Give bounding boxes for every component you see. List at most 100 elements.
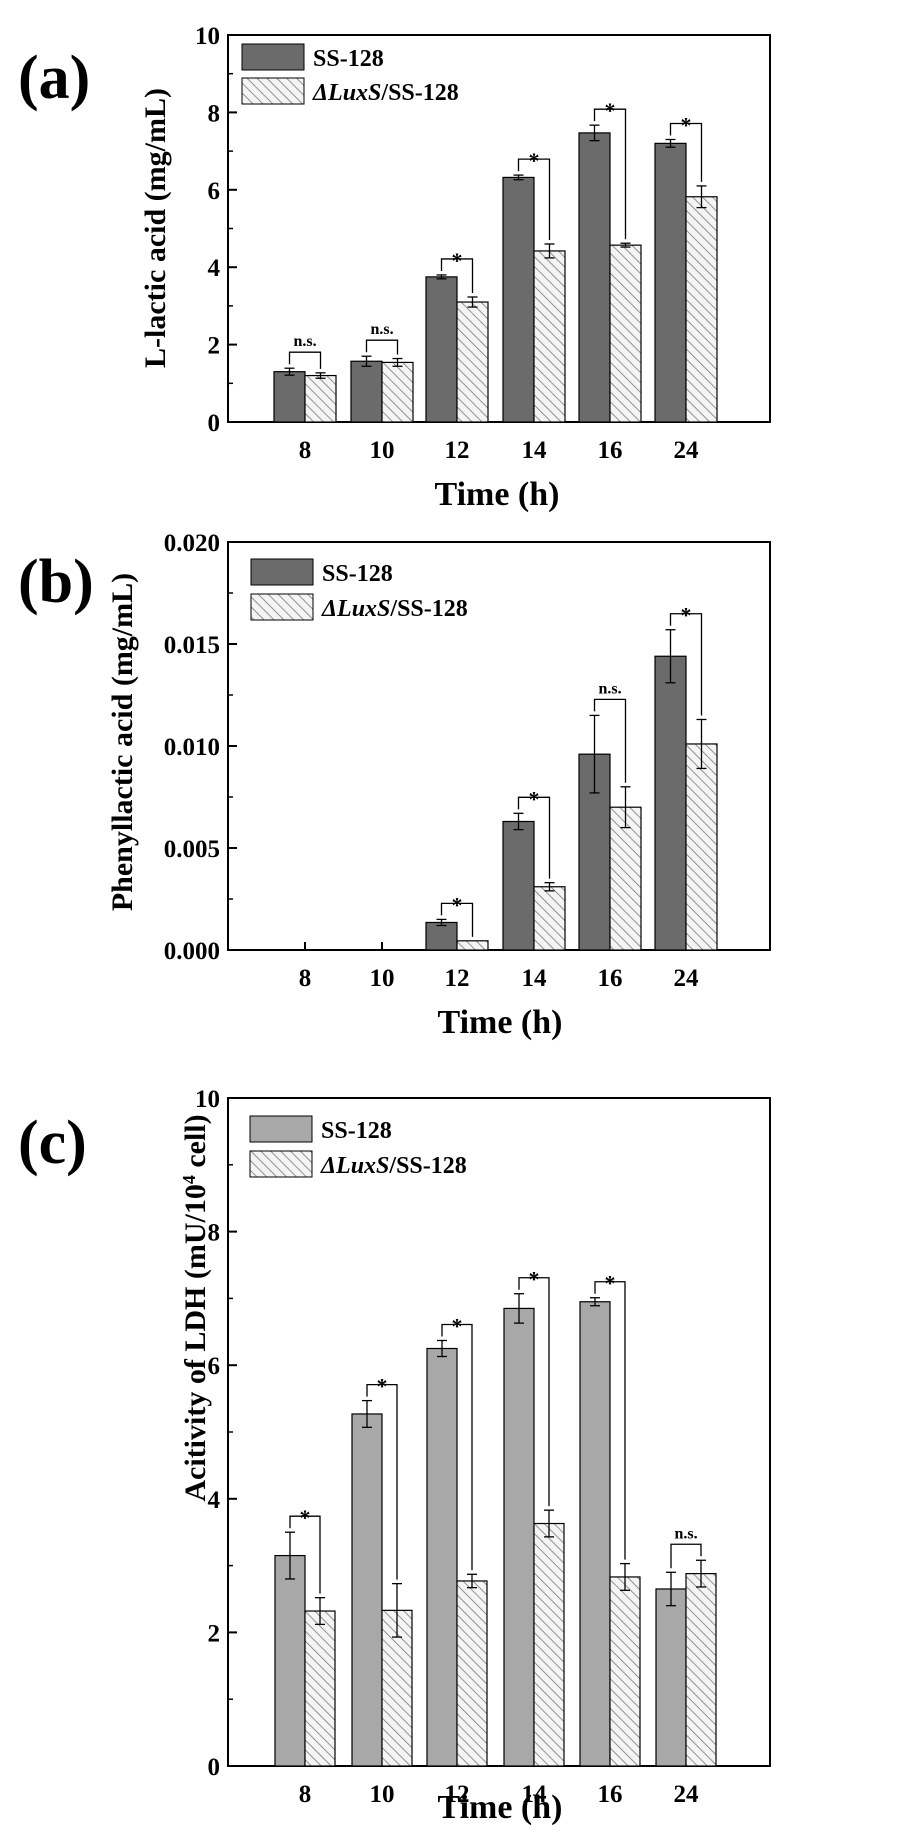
x-tick-label-a: 16 [598, 437, 623, 464]
significance-label-c: * [377, 1374, 388, 1399]
x-axis-label-c: Time (h) [438, 1789, 563, 1826]
y-tick-label-a: 10 [195, 23, 220, 50]
significance-bracket-c [518, 1277, 550, 1507]
bar-mutant-a [456, 301, 489, 423]
significance-bracket-a [288, 351, 322, 369]
x-tick-label-c: 12 [445, 1781, 470, 1808]
y-tick-label-a: 0 [208, 410, 221, 437]
y-tick-label-b: 0.005 [164, 836, 220, 863]
bar-control-c [579, 1301, 611, 1767]
bar-control-a [502, 176, 535, 423]
bar-mutant-a [304, 374, 337, 423]
y-tick-label-c: 0 [208, 1754, 221, 1781]
y-axis-label-a: L-lactic acid (mg/mL) [139, 88, 172, 368]
x-tick-label-b: 12 [445, 965, 470, 992]
significance-bracket-c [441, 1323, 473, 1571]
bar-control-a [654, 142, 687, 423]
chart-panel-a: (a) L-lactic acid (mg/mL) Time (h) SS-12… [18, 23, 771, 513]
bar-mutant-a [381, 361, 414, 423]
x-tick-label-b: 24 [674, 965, 700, 992]
bar-mutant-c [304, 1610, 336, 1767]
panel-label-a: (a) [18, 44, 90, 112]
significance-bracket-a [440, 258, 474, 293]
significance-label-b: * [681, 603, 692, 628]
significance-label-c: * [605, 1271, 616, 1296]
bar-mutant-c [533, 1522, 565, 1767]
y-tick-label-c: 6 [208, 1353, 221, 1380]
y-tick-label-b: 0.010 [164, 734, 220, 761]
chart-panel-c: (c) Acitivity of LDH (mU/104 cell) Time … [18, 1086, 771, 1826]
bar-control-b [654, 655, 687, 951]
x-tick-label-a: 12 [445, 437, 470, 464]
legend-swatch-control-c [249, 1115, 313, 1143]
significance-label-a: * [605, 98, 616, 123]
significance-label-a: * [681, 112, 692, 137]
y-tick-label-b: 0.020 [164, 530, 220, 557]
bar-mutant-c [609, 1576, 641, 1767]
legend-swatch-control-b [250, 558, 314, 586]
significance-label-c: n.s. [674, 1525, 697, 1542]
significance-bracket-c [670, 1543, 702, 1569]
y-tick-label-a: 6 [208, 178, 221, 205]
x-tick-label-c: 16 [598, 1781, 623, 1808]
panel-label-c: (c) [18, 1109, 87, 1177]
significance-label-a: n.s. [370, 321, 393, 338]
legend-label-control-b: SS-128 [322, 561, 393, 587]
bar-control-c [426, 1347, 458, 1767]
bar-control-a [350, 360, 383, 423]
x-tick-label-a: 10 [370, 437, 395, 464]
significance-label-c: * [452, 1313, 463, 1338]
significance-label-b: n.s. [598, 680, 621, 697]
legend-label-mutant-a: ΔLuxS/SS-128 [312, 80, 459, 106]
bar-mutant-b [685, 743, 718, 951]
significance-bracket-a [517, 158, 551, 240]
bar-control-c [274, 1554, 306, 1767]
x-tick-label-b: 8 [299, 965, 312, 992]
x-axis-label-b: Time (h) [438, 1004, 563, 1041]
x-tick-label-b: 16 [598, 965, 623, 992]
y-tick-label-c: 8 [208, 1220, 221, 1247]
y-tick-label-c: 4 [208, 1487, 221, 1514]
y-tick-label-a: 4 [208, 255, 221, 282]
bar-control-c [503, 1307, 535, 1767]
x-tick-label-c: 14 [522, 1781, 548, 1808]
x-tick-label-c: 24 [674, 1781, 700, 1808]
y-tick-label-a: 2 [208, 333, 221, 360]
bar-control-a [578, 132, 611, 423]
significance-bracket-a [365, 339, 399, 355]
bar-control-c [655, 1588, 687, 1767]
significance-bracket-b [593, 698, 627, 783]
significance-bracket-c [594, 1281, 626, 1560]
x-tick-label-b: 10 [370, 965, 395, 992]
x-tick-label-c: 10 [370, 1781, 395, 1808]
y-tick-label-b: 0.015 [164, 632, 220, 659]
y-tick-label-c: 10 [195, 1086, 220, 1113]
y-tick-label-c: 2 [208, 1620, 221, 1647]
bar-mutant-b [456, 940, 489, 951]
legend-swatch-mutant-b [250, 593, 314, 621]
bar-mutant-c [685, 1573, 717, 1767]
legend-label-control-a: SS-128 [313, 46, 384, 72]
legend-b: SS-128 ΔLuxS/SS-128 [250, 558, 468, 622]
x-tick-label-c: 8 [299, 1781, 312, 1808]
legend-a: SS-128 ΔLuxS/SS-128 [241, 43, 459, 106]
significance-label-a: * [452, 248, 463, 273]
y-tick-label-b: 0.000 [164, 938, 220, 965]
significance-label-a: * [529, 148, 540, 173]
x-tick-label-a: 14 [522, 437, 548, 464]
bar-mutant-b [533, 886, 566, 951]
x-tick-label-a: 24 [674, 437, 700, 464]
legend-c: SS-128 ΔLuxS/SS-128 [249, 1115, 467, 1179]
legend-label-mutant-c: ΔLuxS/SS-128 [320, 1153, 467, 1179]
significance-label-c: * [300, 1505, 311, 1530]
legend-label-control-c: SS-128 [321, 1118, 392, 1144]
significance-bracket-c [289, 1515, 321, 1594]
x-tick-label-b: 14 [522, 965, 548, 992]
significance-label-b: * [452, 892, 463, 917]
significance-bracket-b [517, 796, 551, 879]
bar-control-a [273, 371, 306, 423]
x-axis-label-a: Time (h) [435, 476, 560, 513]
bar-control-a [425, 276, 458, 423]
panel-label-b: (b) [18, 548, 94, 616]
